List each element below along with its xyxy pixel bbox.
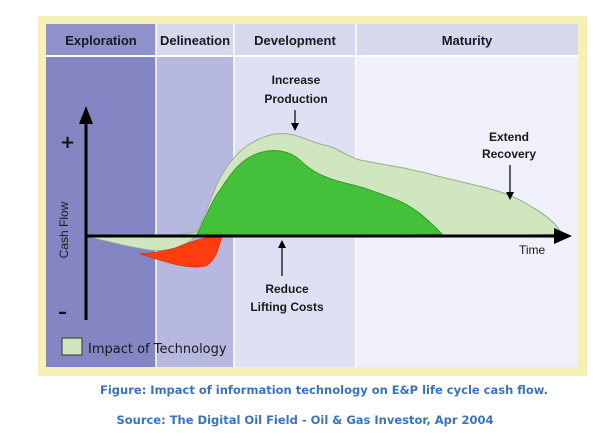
annotation-extend-line1: Extend bbox=[489, 130, 529, 144]
header-band bbox=[156, 24, 578, 56]
figure-source: Source: The Digital Oil Field - Oil & Ga… bbox=[116, 413, 494, 427]
x-axis-arrowhead bbox=[554, 228, 572, 244]
y-axis-arrowhead bbox=[79, 106, 93, 124]
annotation-reduce-line2: Lifting Costs bbox=[250, 300, 324, 314]
phase-label-exploration: Exploration bbox=[65, 33, 137, 48]
annotation-extend-line2: Recovery bbox=[482, 147, 536, 161]
annotation-increase-line1: Increase bbox=[272, 73, 321, 87]
minus-sign: – bbox=[58, 302, 67, 323]
annotation-reduce-line1: Reduce bbox=[265, 282, 309, 296]
figure-caption: Figure: Impact of information technology… bbox=[100, 383, 548, 397]
phase-label-maturity: Maturity bbox=[442, 33, 493, 48]
annotation-increase-line2: Production bbox=[264, 92, 327, 106]
phase-label-delineation: Delineation bbox=[160, 33, 230, 48]
y-axis-label: Cash Flow bbox=[57, 201, 71, 258]
legend-label: Impact of Technology bbox=[88, 342, 227, 357]
exploration-panel bbox=[46, 24, 156, 367]
legend-swatch bbox=[61, 337, 83, 356]
phase-label-development: Development bbox=[254, 33, 336, 48]
x-axis-label: Time bbox=[519, 243, 546, 257]
plus-sign: + bbox=[60, 132, 75, 153]
header-band-exploration bbox=[46, 24, 156, 56]
technology-impact-dip bbox=[85, 235, 198, 251]
